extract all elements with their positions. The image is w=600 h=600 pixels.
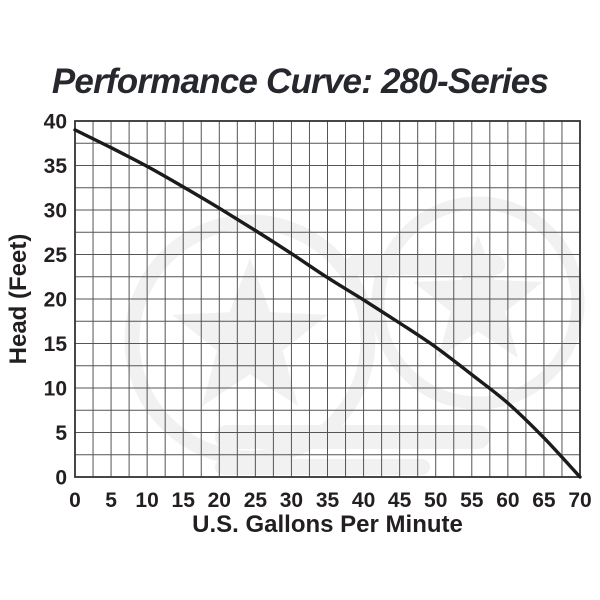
x-tick-labels: 0 5 10 15 20 25 30 35 40 45 50 55 60 65 70 <box>69 489 592 512</box>
x-tick-label: 20 <box>208 489 231 512</box>
x-tick-label: 50 <box>424 489 447 512</box>
x-tick-label: 60 <box>496 489 519 512</box>
y-tick-label: 0 <box>55 467 67 490</box>
x-tick-label: 15 <box>172 489 196 512</box>
axis-box <box>74 120 581 478</box>
y-tick-label: 40 <box>44 111 67 134</box>
x-tick-label: 65 <box>532 489 556 512</box>
star-badge-watermark-icon <box>124 196 585 475</box>
x-tick-label: 55 <box>460 489 484 512</box>
grid-lines <box>74 120 581 478</box>
x-axis-label: U.S. Gallons Per Minute <box>192 511 463 538</box>
x-tick-label: 10 <box>135 489 158 512</box>
x-tick-label: 5 <box>105 489 117 512</box>
y-tick-label: 15 <box>44 333 68 356</box>
x-tick-label: 25 <box>244 489 268 512</box>
x-tick-label: 30 <box>280 489 303 512</box>
y-tick-labels: 0 5 10 15 20 25 30 35 40 <box>44 111 68 490</box>
y-tick-label: 20 <box>44 289 67 312</box>
x-tick-label: 35 <box>316 489 340 512</box>
x-tick-label: 70 <box>568 489 591 512</box>
pump-performance-curve <box>73 128 582 479</box>
chart-title: Performance Curve: 280-Series <box>51 62 549 101</box>
x-tick-label: 0 <box>69 489 81 512</box>
x-tick-label: 45 <box>388 489 412 512</box>
y-tick-label: 35 <box>44 155 68 178</box>
y-tick-label: 30 <box>44 200 67 223</box>
y-tick-label: 5 <box>55 422 67 445</box>
y-tick-label: 10 <box>44 378 67 401</box>
x-tick-label: 40 <box>352 489 375 512</box>
y-tick-label: 25 <box>44 244 68 267</box>
